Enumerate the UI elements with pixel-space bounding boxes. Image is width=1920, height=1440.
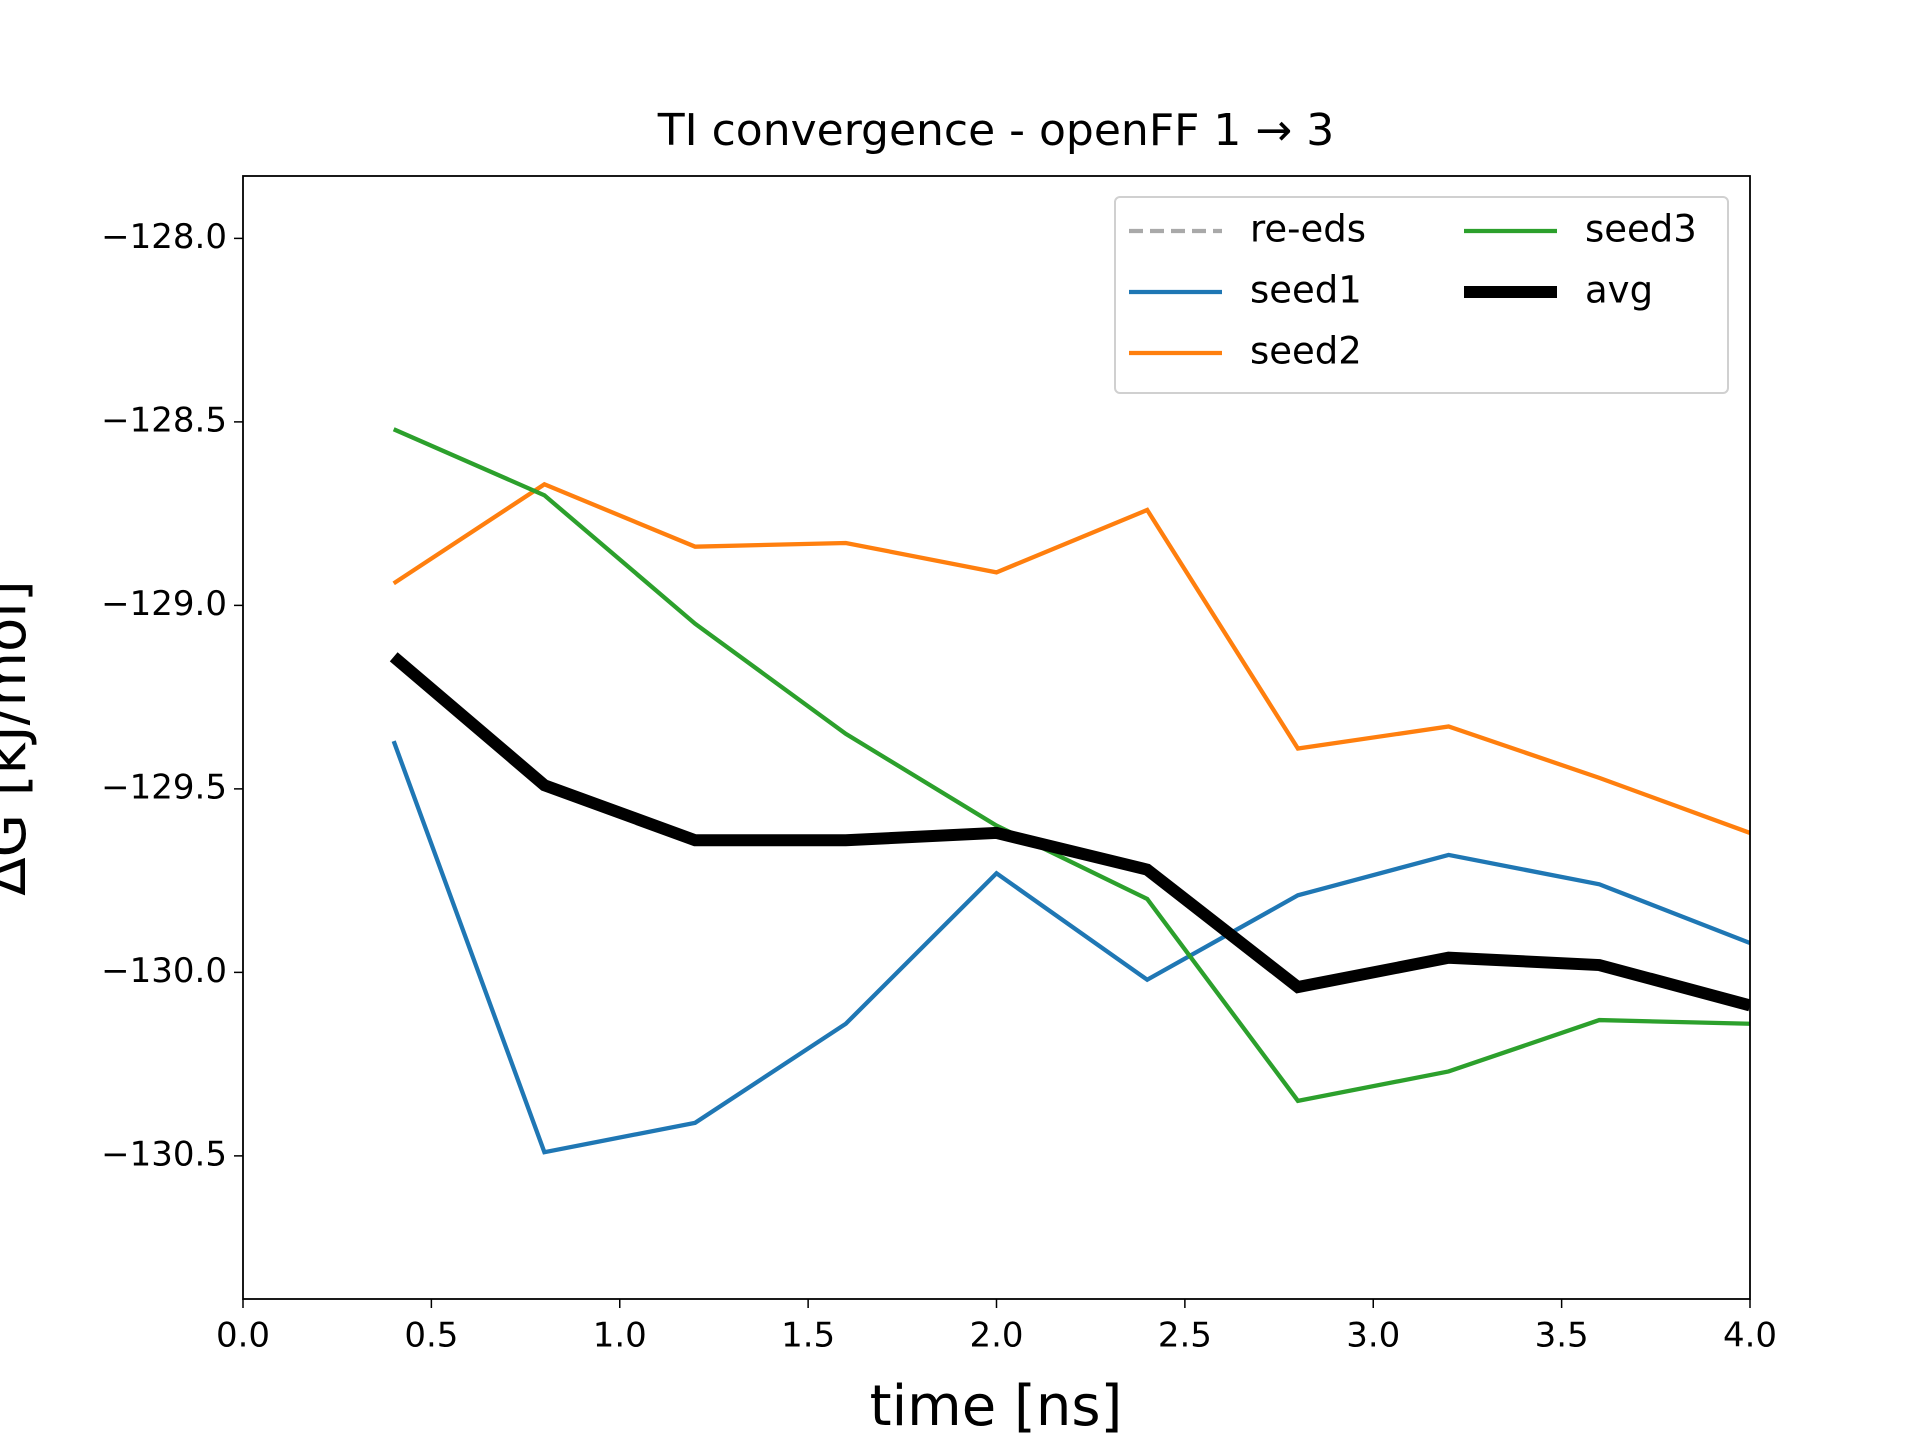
x-tick-label: 2.0 <box>969 1316 1023 1356</box>
y-tick-label: −130.5 <box>101 1134 227 1174</box>
x-tick-label: 3.0 <box>1346 1316 1400 1356</box>
y-axis-label: ΔG [kJ/mol] <box>0 580 39 895</box>
legend-box <box>1114 196 1729 394</box>
y-tick-label: −128.0 <box>101 217 227 257</box>
x-tick-label: 4.0 <box>1723 1316 1777 1356</box>
x-tick-label: 2.5 <box>1158 1316 1212 1356</box>
legend-label: seed2 <box>1250 330 1362 373</box>
y-tick-label: −128.5 <box>101 400 227 440</box>
series-line <box>391 740 1750 1155</box>
x-tick-label: 1.0 <box>593 1316 647 1356</box>
x-tick-label: 0.5 <box>404 1316 458 1356</box>
chart-title: TI convergence - openFF 1 → 3 <box>657 105 1335 156</box>
y-tick-label: −130.0 <box>101 951 227 991</box>
x-tick-label: 3.5 <box>1535 1316 1589 1356</box>
x-tick-label: 1.5 <box>781 1316 835 1356</box>
legend-label: seed1 <box>1250 269 1362 312</box>
series-line <box>389 652 1750 1012</box>
plot-frame <box>242 175 1751 1300</box>
y-tick-label: −129.5 <box>101 767 227 807</box>
x-axis-label: time [ns] <box>870 1374 1123 1439</box>
series-line <box>392 427 1750 1104</box>
x-tick-label: 0.0 <box>216 1316 270 1356</box>
y-tick-label: −129.0 <box>101 584 227 624</box>
legend-label: seed3 <box>1585 208 1697 251</box>
legend-label: avg <box>1585 269 1653 312</box>
legend-label: re-eds <box>1250 208 1366 251</box>
series-line <box>392 481 1750 835</box>
